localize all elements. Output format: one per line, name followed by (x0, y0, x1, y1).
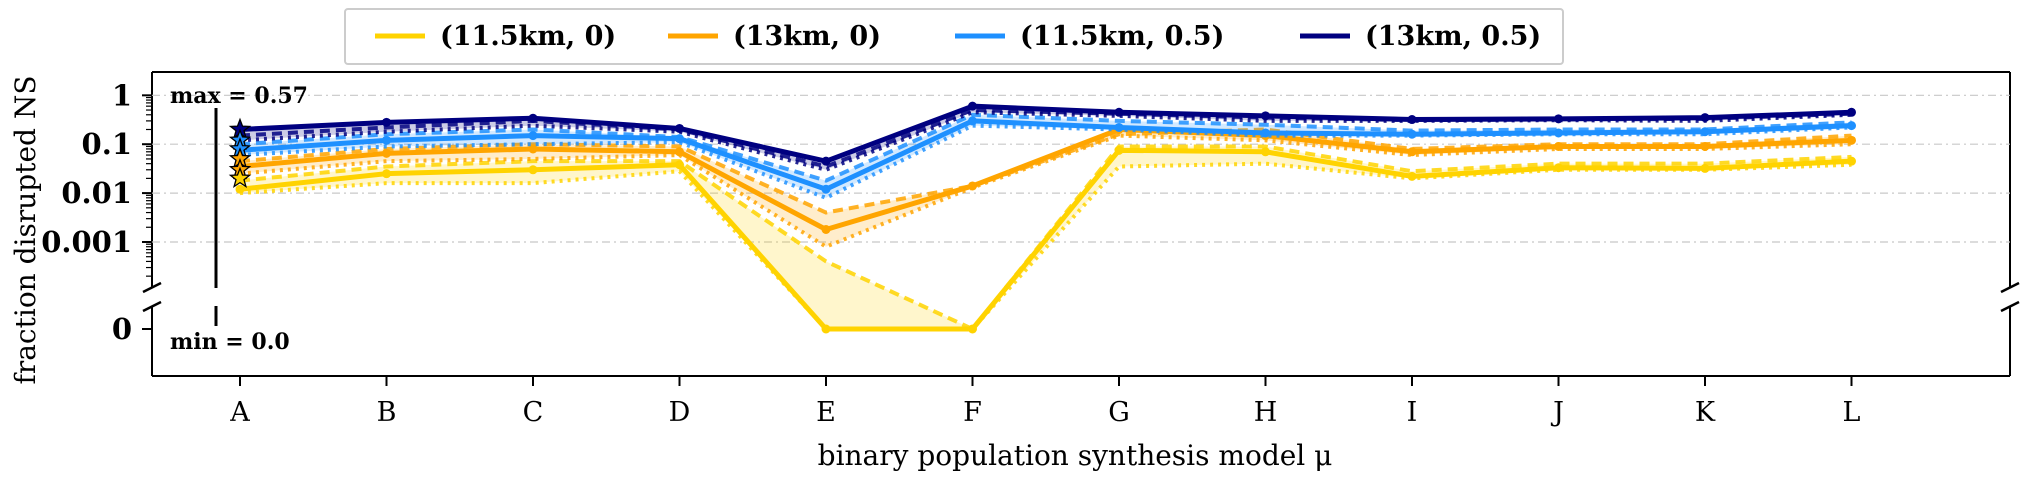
y-tick-label: 0.01 (61, 176, 132, 210)
series-point (528, 131, 538, 141)
series-point (968, 101, 977, 111)
series-point (382, 169, 391, 179)
series-point (382, 148, 391, 158)
axis-break-marks (142, 281, 2020, 313)
series-point (1554, 163, 1563, 173)
x-tick-label: K (1695, 397, 1716, 428)
series-point (1114, 107, 1124, 117)
lower-axes: 0 A B C D E F G H I J K L (112, 307, 2011, 428)
x-tick-label: H (1254, 397, 1278, 428)
series-point (1847, 156, 1856, 166)
x-tick-label: A (229, 397, 250, 428)
y-tick-label: 0.001 (41, 225, 132, 259)
series-3 (235, 101, 1856, 172)
stars-layer (228, 117, 252, 189)
series-2 (235, 112, 1856, 201)
series-point (1407, 171, 1417, 181)
series-point (675, 160, 684, 170)
series-point (1407, 115, 1417, 125)
y-tick-label: 1 (112, 78, 132, 112)
series-point (821, 324, 831, 334)
series-point (1700, 163, 1710, 173)
x-tick-label: C (523, 397, 544, 428)
legend-label: (11.5km, 0.5) (1020, 21, 1224, 52)
series-point (675, 134, 684, 144)
x-tick-label: J (1550, 397, 1564, 428)
series-point (528, 113, 538, 123)
series-point (675, 123, 684, 133)
legend-label: (11.5km, 0) (440, 21, 616, 52)
series-point (1554, 114, 1563, 124)
series-point (821, 225, 831, 235)
x-tick-label: F (963, 397, 982, 428)
series-variant-line (239, 161, 1852, 331)
series-point (1847, 107, 1856, 117)
x-tick-label: L (1843, 397, 1861, 428)
x-tick-label: I (1407, 397, 1418, 428)
y-tick-label-zero: 0 (112, 312, 132, 346)
series-line (239, 118, 1852, 192)
break-mark-left-top (142, 281, 162, 294)
series-point (1847, 121, 1856, 131)
legend-frame (344, 8, 1564, 65)
series-line (239, 147, 1852, 332)
series-point (1700, 127, 1710, 137)
series-point (821, 156, 831, 166)
x-axis-label: binary population synthesis model μ (818, 439, 1333, 472)
series-point (382, 135, 391, 145)
series-variant-line (239, 108, 1852, 169)
series-point (382, 117, 391, 127)
series-point (1700, 113, 1710, 123)
series-0 (235, 144, 1856, 334)
series-line (239, 103, 1852, 164)
series-point (968, 181, 977, 191)
series-line (239, 126, 1852, 233)
series-point (1407, 129, 1417, 139)
series-point (1261, 147, 1270, 157)
break-mark-left-bottom (142, 300, 162, 313)
series-point (1407, 147, 1417, 157)
x-tick-label: E (816, 397, 836, 428)
star-marker (228, 166, 252, 189)
min-annotation: min = 0.0 (170, 329, 290, 355)
break-mark-right-top (2000, 281, 2020, 294)
series-point (1847, 135, 1856, 145)
series-point (1700, 141, 1710, 151)
series-point (1554, 128, 1563, 138)
series-point (968, 116, 977, 126)
series-point (1261, 111, 1270, 121)
x-tick-label: D (669, 397, 691, 428)
legend-label: (13km, 0) (733, 21, 881, 52)
series-point (821, 184, 831, 194)
series-point (968, 324, 977, 334)
y-tick-label: 0.1 (82, 127, 132, 161)
legend: (11.5km, 0) (13km, 0) (11.5km, 0.5) (13km, … (344, 8, 1564, 65)
series-point (1554, 141, 1563, 151)
series-point (1114, 122, 1124, 132)
series-point (675, 147, 684, 157)
x-tick-label: G (1108, 397, 1130, 428)
y-axis-label: fraction disrupted NS (9, 75, 42, 384)
max-annotation: max = 0.57 (170, 83, 308, 109)
series-point (235, 184, 245, 194)
series-variant-line (239, 112, 1852, 183)
series-point (528, 144, 538, 154)
series-point (528, 165, 538, 175)
break-mark-right-bottom (2000, 300, 2020, 313)
series-point (1261, 128, 1270, 138)
series-layer (235, 101, 1856, 334)
legend-label: (13km, 0.5) (1365, 21, 1541, 52)
series-point (1114, 145, 1124, 155)
x-tick-label: B (377, 397, 397, 428)
series-variant-line (239, 133, 1852, 249)
